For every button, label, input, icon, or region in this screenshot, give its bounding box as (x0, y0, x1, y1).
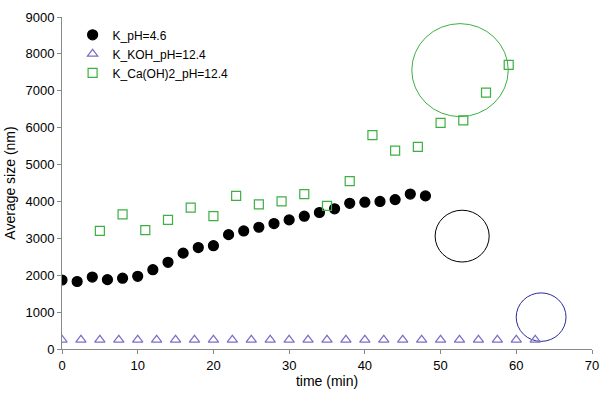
svg-text:3000: 3000 (25, 231, 54, 246)
svg-text:K_KOH_pH=12.4: K_KOH_pH=12.4 (113, 48, 206, 62)
svg-text:60: 60 (509, 358, 523, 373)
svg-text:9000: 9000 (25, 10, 54, 25)
svg-text:K_Ca(OH)2_pH=12.4: K_Ca(OH)2_pH=12.4 (113, 67, 228, 81)
svg-text:50: 50 (433, 358, 447, 373)
svg-text:4000: 4000 (25, 194, 54, 209)
svg-text:10: 10 (130, 358, 144, 373)
svg-text:0: 0 (47, 342, 54, 357)
svg-text:K_pH=4.6: K_pH=4.6 (113, 29, 167, 43)
svg-text:time (min): time (min) (296, 373, 358, 389)
svg-text:0: 0 (58, 358, 65, 373)
svg-text:40: 40 (358, 358, 372, 373)
svg-text:1000: 1000 (25, 305, 54, 320)
svg-text:8000: 8000 (25, 46, 54, 61)
svg-text:2000: 2000 (25, 268, 54, 283)
svg-text:Average size (nm): Average size (nm) (2, 126, 18, 239)
svg-text:70: 70 (585, 358, 599, 373)
svg-text:30: 30 (282, 358, 296, 373)
svg-text:6000: 6000 (25, 120, 54, 135)
svg-text:20: 20 (206, 358, 220, 373)
svg-text:5000: 5000 (25, 157, 54, 172)
svg-text:7000: 7000 (25, 83, 54, 98)
